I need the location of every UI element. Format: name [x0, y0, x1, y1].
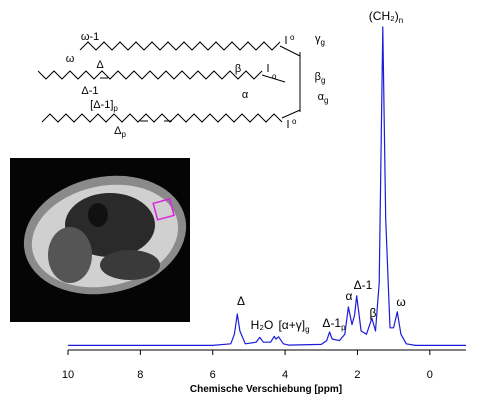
structure-label: Δ [96, 59, 104, 71]
peak-label-sub: p [341, 323, 346, 332]
peak-label: Δ [237, 294, 245, 308]
structure-label: α [242, 89, 249, 101]
peak-label: [α+γ]g [278, 318, 309, 334]
peak-label-text: Δ-1 [354, 278, 373, 292]
x-axis-label: Chemische Verschiebung [ppm] [190, 384, 342, 395]
chain [79, 41, 281, 51]
structure: o o o [37, 33, 301, 128]
structure-label: αg [318, 91, 329, 105]
chain [41, 113, 283, 123]
atom: o [292, 117, 297, 126]
peak-label-text: H₂O [251, 318, 274, 332]
structure-label-text: β [315, 71, 321, 83]
structure-label-text: α [242, 89, 249, 101]
peak-label: H₂O [251, 318, 274, 332]
structure-label-text: [Δ-1] [90, 99, 113, 111]
peak-label: Δ-1p [322, 316, 346, 332]
voxel [152, 198, 175, 221]
structure-label: Δ-1 [81, 85, 98, 97]
structure-label: Δp [114, 125, 126, 139]
ester-bond [261, 74, 286, 83]
peak-label: β [370, 306, 377, 320]
x-tick-label: 4 [282, 369, 288, 381]
peak-label-text: Δ-1 [322, 316, 341, 330]
structure-label-text: β [235, 63, 241, 75]
mri-organ [88, 203, 108, 227]
structure-label-sub: g [321, 38, 325, 47]
peak-label-text: ω [396, 295, 405, 309]
structure-label-text: ω-1 [81, 31, 99, 43]
mri-image [10, 158, 190, 322]
structure-label: [Δ-1]p [90, 99, 118, 113]
mri-organ [48, 227, 92, 283]
peak-label: Δ-1 [354, 278, 373, 292]
peak-label-text: (CH₂) [369, 9, 399, 23]
peak-label-sub: n [399, 16, 403, 25]
structure-label-text: ω [66, 53, 75, 65]
peak-label-text: Δ [237, 294, 245, 308]
structure-label-text: γ [315, 33, 321, 45]
x-tick-label: 2 [354, 369, 360, 381]
peak-label-text: α [346, 289, 353, 303]
x-tick-label: 6 [210, 369, 216, 381]
structure-label-text: α [318, 91, 325, 103]
structure-label-sub: p [121, 130, 126, 139]
structure-label: γg [315, 33, 325, 47]
ester-bond [281, 109, 301, 119]
peak-label: ω [396, 295, 405, 309]
mri-organ [100, 250, 160, 280]
structure-label-sub: g [324, 96, 328, 105]
structure-label: β [235, 63, 241, 75]
structure-label-text: Δ-1 [81, 85, 98, 97]
x-tick-label: 0 [427, 369, 433, 381]
ester-bond [279, 45, 301, 57]
structure-label-sub: p [113, 104, 118, 113]
x-tick-label: 10 [62, 369, 74, 381]
structure-label-text: Δ [96, 59, 104, 71]
structure-label-sub: g [321, 76, 325, 85]
x-tick-label: 8 [137, 369, 143, 381]
atom: o [290, 33, 295, 42]
structure-label-text: Δ [114, 125, 122, 137]
peak-label-text: [α+γ] [278, 318, 305, 332]
peak-label-text: β [370, 306, 377, 320]
peak-label-sub: g [305, 325, 309, 334]
peak-label: α [346, 289, 353, 303]
structure-label: ω [66, 53, 75, 65]
chain [37, 70, 263, 80]
spectrum-line [68, 26, 466, 346]
atom: o [272, 72, 277, 81]
structure-label: ω-1 [81, 31, 99, 43]
structure-label: βg [315, 71, 326, 85]
peak-label: (CH₂)n [369, 9, 403, 25]
